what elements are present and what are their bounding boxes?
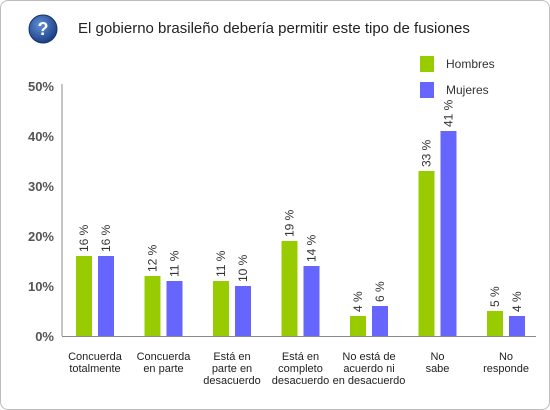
legend-label-hombres: Hombres (446, 57, 495, 71)
bar-value-label: 4 % (510, 291, 524, 312)
y-tick-label: 50% (28, 79, 54, 94)
x-tick-label: completo (278, 363, 323, 375)
bar-value-label: 16 % (77, 224, 91, 252)
bar (76, 256, 92, 336)
x-tick-label: Concuerda (68, 351, 123, 363)
x-tick-label: acuerdo ni (343, 363, 394, 375)
legend-swatch-hombres (420, 56, 434, 72)
chart-title: El gobierno brasileño debería permitir e… (78, 20, 470, 37)
bar (372, 306, 388, 336)
bar-value-label: 6 % (373, 281, 387, 302)
bar-value-label: 12 % (146, 244, 160, 272)
bar-value-label: 41 % (442, 99, 456, 127)
y-tick-label: 30% (28, 179, 54, 194)
bar (98, 256, 114, 336)
bar (281, 241, 298, 336)
bar-value-label: 11 % (214, 250, 228, 277)
bar (303, 266, 320, 336)
x-tick-label: totalmente (69, 363, 120, 375)
bar (166, 281, 183, 336)
bar (235, 286, 251, 336)
bar-value-label: 4 % (351, 291, 365, 312)
bar (509, 316, 525, 336)
y-tick-label: 40% (28, 129, 54, 144)
legend-item-mujeres: Mujeres (420, 82, 495, 98)
legend-label-mujeres: Mujeres (446, 83, 489, 97)
legend: Hombres Mujeres (420, 56, 495, 108)
x-tick-label: parte en (212, 363, 252, 375)
y-tick-label: 0% (35, 329, 54, 344)
bar-value-label: 11 % (168, 250, 182, 277)
x-tick-label: No (499, 351, 513, 363)
x-tick-label: No está de (342, 351, 395, 363)
bar-value-label: 5 % (488, 286, 502, 307)
legend-item-hombres: Hombres (420, 56, 495, 72)
bar-value-label: 14 % (305, 234, 319, 262)
x-tick-label: No (430, 351, 444, 363)
x-tick-label: en desacuerdo (333, 375, 406, 387)
legend-swatch-mujeres (420, 82, 434, 98)
question-mark-glyph: ? (38, 19, 49, 39)
y-tick-label: 10% (28, 279, 54, 294)
x-tick-label: Está en (282, 351, 319, 363)
x-tick-label: Concuerda (137, 351, 192, 363)
bar (440, 131, 457, 336)
x-tick-label: desacuerdo (272, 375, 330, 387)
x-tick-label: desacuerdo (203, 375, 261, 387)
bar-value-label: 10 % (236, 254, 250, 282)
x-tick-label: responde (483, 363, 529, 375)
bar-value-label: 16 % (99, 224, 113, 252)
x-tick-label: Está en (213, 351, 250, 363)
bar (487, 311, 503, 336)
x-tick-label: en parte (143, 363, 183, 375)
bar (213, 281, 229, 336)
bar (418, 171, 435, 336)
bar (350, 316, 366, 336)
bar (144, 276, 161, 336)
bar-value-label: 33 % (420, 139, 434, 167)
x-tick-label: sabe (426, 363, 450, 375)
bar-value-label: 19 % (283, 209, 297, 237)
question-mark-icon: ? (28, 14, 58, 44)
y-tick-label: 20% (28, 229, 54, 244)
